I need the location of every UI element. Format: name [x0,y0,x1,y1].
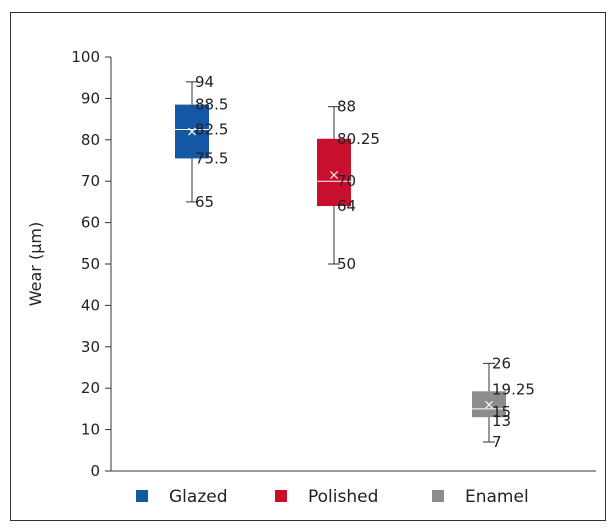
value-label-q1: 64 [337,197,356,215]
y-tick-label: 10 [81,421,100,439]
legend: Glazed Polished Enamel [136,487,529,507]
value-label-min: 50 [337,255,356,273]
y-tick-label: 90 [81,89,100,107]
box-glazed: 94 88.5 82.5 75.5 65 [175,73,228,211]
value-label-min: 65 [195,193,214,211]
chart-frame [10,12,606,521]
mean-marker [485,400,493,409]
y-tick-label: 0 [90,462,100,480]
y-tick-label: 60 [81,214,100,232]
legend-label-polished: Polished [308,487,378,507]
iqr-box [317,138,351,207]
box-polished: 88 80.25 70 64 50 [317,98,380,273]
value-label-max: 94 [195,73,214,91]
value-label-q1: 13 [492,412,511,430]
value-label-max: 26 [492,354,511,372]
value-label-q3: 19.25 [492,380,535,398]
value-label-q3: 80.25 [337,130,380,148]
y-tick-label: 20 [81,379,100,397]
mean-marker [330,171,338,179]
legend-swatch-polished [275,490,287,502]
value-label-median: 15 [492,403,511,421]
y-tick-label: 40 [81,296,100,314]
y-axis-title: Wear (μm) [26,222,45,306]
y-tick-label: 100 [71,48,100,66]
value-label-max: 88 [337,98,356,116]
y-tick-label: 80 [81,131,100,149]
value-label-median: 70 [337,172,356,190]
legend-label-glazed: Glazed [169,487,228,507]
legend-swatch-enamel [432,490,444,502]
value-label-median: 82.5 [195,120,228,138]
value-label-q3: 88.5 [195,96,228,114]
legend-label-enamel: Enamel [465,487,529,507]
value-label-q1: 75.5 [195,149,228,167]
boxes: 94 88.5 82.5 75.5 65 88 80.25 70 64 50 26 19.25 1513… [175,73,535,451]
mean-marker [188,127,196,136]
legend-swatch-glazed [136,490,148,502]
value-label-min: 7 [492,433,502,451]
y-tick-label: 30 [81,338,100,356]
axes: 0 10 20 30 40 50 60 70 80 90 100 Wear (μm) [26,48,596,480]
y-tick-label: 70 [81,172,100,190]
y-tick-label: 50 [81,255,100,273]
